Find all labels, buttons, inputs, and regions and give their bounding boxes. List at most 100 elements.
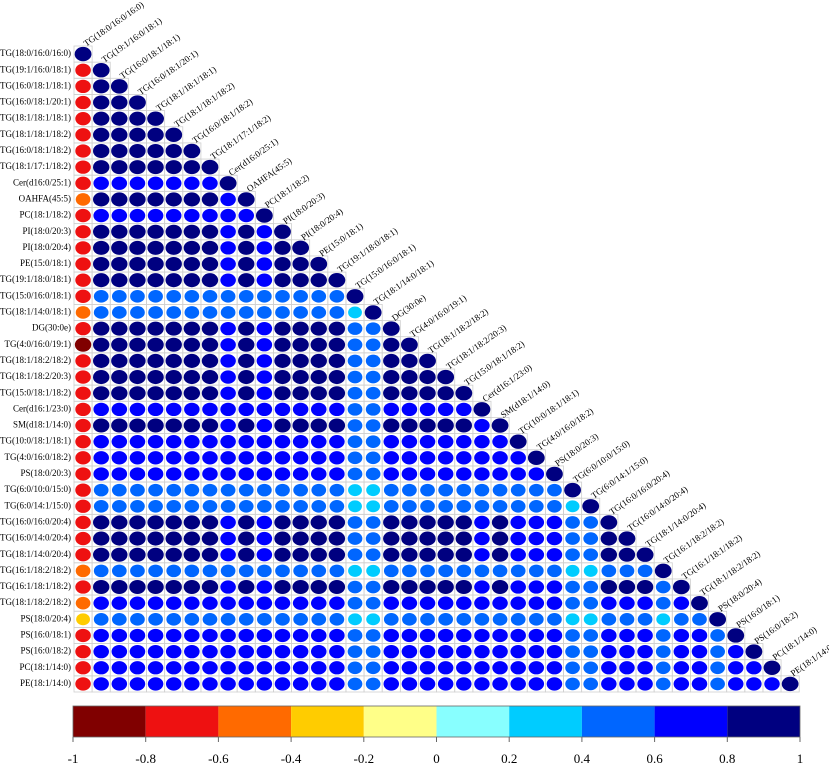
corr-circle xyxy=(510,613,526,626)
corr-circle xyxy=(129,176,146,190)
corr-circle xyxy=(202,661,218,675)
corr-circle xyxy=(528,644,545,659)
corr-circle xyxy=(402,613,417,626)
corr-circle xyxy=(565,661,580,675)
corr-circle xyxy=(274,418,291,433)
corr-circle xyxy=(201,580,219,595)
row-label: Cer(d16:1/23:0) xyxy=(13,403,71,413)
corr-circle xyxy=(238,661,255,675)
corr-circle xyxy=(546,644,563,659)
corr-circle xyxy=(129,160,146,175)
corr-circle xyxy=(111,240,128,255)
corr-circle xyxy=(274,370,291,385)
corr-circle xyxy=(111,111,128,126)
corr-circle xyxy=(93,370,110,385)
corr-circle xyxy=(656,613,671,626)
corr-circle xyxy=(93,402,109,417)
corr-circle xyxy=(546,580,563,594)
colorbar-segment xyxy=(291,706,364,737)
corr-circle xyxy=(256,370,273,384)
corr-circle xyxy=(147,370,164,385)
corr-circle xyxy=(437,661,454,675)
corr-circle xyxy=(129,321,146,336)
corr-circle xyxy=(111,677,128,691)
corr-circle xyxy=(111,257,128,272)
corr-circle xyxy=(111,580,128,595)
corr-circle xyxy=(111,208,128,223)
row-label: TG(10:0/18:1/18:1) xyxy=(0,436,71,446)
corr-circle xyxy=(111,306,127,319)
corr-circle xyxy=(583,677,599,691)
corr-circle xyxy=(220,273,236,287)
corr-circle xyxy=(419,353,436,369)
corr-circle xyxy=(111,160,128,175)
corr-circle xyxy=(492,596,508,610)
corr-circle xyxy=(474,548,490,562)
corr-circle xyxy=(310,531,327,546)
corr-circle xyxy=(201,547,219,562)
corr-circle xyxy=(129,644,146,659)
corr-circle xyxy=(328,580,346,595)
corr-circle xyxy=(74,46,92,62)
corr-circle xyxy=(346,289,364,304)
corr-circle xyxy=(165,370,182,385)
corr-circle xyxy=(202,467,218,481)
corr-circle xyxy=(292,402,309,417)
corr-circle xyxy=(311,483,327,497)
corr-circle xyxy=(184,402,200,417)
corr-circle xyxy=(401,337,418,352)
corr-circle xyxy=(491,547,509,562)
corr-circle xyxy=(438,499,454,513)
corr-circle xyxy=(166,290,182,303)
corr-circle xyxy=(510,451,526,465)
corr-circle xyxy=(328,337,346,352)
corr-circle xyxy=(184,644,200,659)
corr-circle xyxy=(75,176,91,190)
corr-circle xyxy=(383,644,400,659)
corr-circle xyxy=(401,531,418,546)
corr-circle xyxy=(619,677,635,691)
corr-circle xyxy=(419,435,436,449)
corr-circle xyxy=(437,402,454,417)
corr-circle xyxy=(75,451,91,465)
corr-circle xyxy=(238,418,255,433)
row-label: SM(d18:1/14:0) xyxy=(13,420,71,430)
corr-circle xyxy=(510,548,526,562)
corr-circle xyxy=(148,564,163,578)
corr-circle xyxy=(219,176,237,191)
corr-circle xyxy=(111,483,127,497)
corr-circle xyxy=(383,499,399,513)
corr-circle xyxy=(130,306,145,319)
corr-circle xyxy=(401,386,418,401)
corr-circle xyxy=(474,628,490,643)
corr-circle xyxy=(510,531,526,546)
colorbar-segment xyxy=(727,706,800,737)
corr-circle xyxy=(347,338,363,352)
corr-circle xyxy=(274,240,291,255)
corr-circle xyxy=(347,580,363,594)
corr-circle xyxy=(111,499,127,513)
corr-circle xyxy=(455,547,472,562)
corr-circle xyxy=(165,176,182,190)
corr-circle xyxy=(401,547,418,562)
corr-circle xyxy=(93,160,110,175)
corr-circle xyxy=(147,143,164,158)
row-label: TG(18:1/14:0/20:4) xyxy=(0,549,71,559)
corr-circle xyxy=(129,273,146,288)
corr-circle xyxy=(292,628,309,643)
corr-circle xyxy=(147,353,164,368)
corr-circle xyxy=(183,547,201,562)
corr-circle xyxy=(238,337,255,352)
corr-circle xyxy=(275,306,290,319)
corr-circle xyxy=(348,500,362,513)
corr-circle xyxy=(600,515,618,530)
corr-circle xyxy=(473,402,491,417)
corr-circle xyxy=(419,418,436,433)
corr-circle xyxy=(456,564,472,578)
colorbar-tick-label: 0.8 xyxy=(719,751,735,766)
corr-circle xyxy=(75,144,91,158)
corr-circle xyxy=(383,628,400,643)
corr-circle xyxy=(256,596,273,610)
row-label: TG(4:0/16:0/18:2) xyxy=(5,452,72,462)
